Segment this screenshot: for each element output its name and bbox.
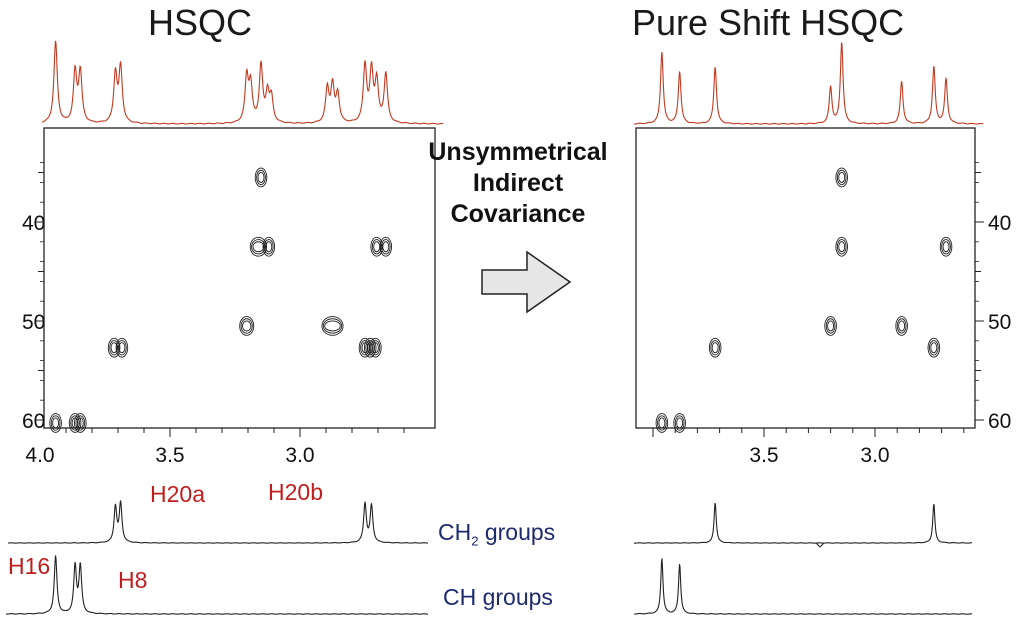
ch-trace-left (6, 555, 428, 615)
cross-peak (363, 337, 377, 358)
cross-peak (655, 413, 669, 433)
method-caption-line-3: Covariance (450, 200, 586, 228)
cross-peak (824, 316, 837, 336)
top-1d-spectrum-1 (633, 42, 984, 125)
y-tick-label: 50 (22, 311, 45, 334)
cross-peak (835, 236, 848, 257)
label-h20b: H20b (268, 479, 323, 505)
cross-peak (321, 316, 344, 336)
x-tick-label: 4.0 (25, 444, 54, 467)
y-tick-label: 40 (22, 212, 45, 235)
label-ch2-suffix: groups (478, 519, 556, 545)
two-d-plot-layer: 40 50 60 4.0 3.5 3.0 40 50 60 3.5 3.0 (22, 127, 1011, 467)
plot-frame-1 (635, 127, 976, 429)
plot-frame-0 (43, 127, 436, 429)
x-tick-label: 3.5 (155, 444, 184, 467)
right-title: Pure Shift HSQC (632, 2, 905, 43)
y-tick-label: 60 (22, 410, 45, 433)
one-d-spectra-layer (41, 40, 984, 125)
left-title: HSQC (148, 2, 253, 43)
y-tick-label: 40 (988, 212, 1011, 235)
method-caption: Unsymmetrical Indirect Covariance (400, 137, 636, 230)
cross-peak (49, 413, 62, 433)
label-ch2-groups: CH2 groups (438, 519, 555, 549)
label-ch2-prefix: CH (438, 519, 472, 545)
cross-peak (254, 167, 268, 188)
x-tick-label: 3.0 (285, 444, 314, 467)
cross-peak (369, 337, 382, 358)
ch2-trace-left (7, 500, 428, 544)
cross-peak (835, 167, 848, 188)
cross-peak (895, 316, 908, 336)
label-h8: H8 (118, 567, 148, 593)
ch-trace-right (634, 558, 972, 615)
x-tick-label: 3.5 (749, 444, 778, 467)
cross-peak (239, 316, 255, 336)
cross-peak (74, 413, 87, 433)
x-tick-label: 3.0 (860, 444, 889, 467)
cross-peak (249, 236, 268, 257)
method-caption-line-2: Indirect (472, 169, 564, 197)
cross-peak (262, 236, 276, 257)
cross-peak (379, 236, 393, 257)
cross-peak (115, 337, 129, 358)
ch2-trace-right (633, 502, 972, 544)
label-ch2-subscript: 2 (471, 533, 479, 549)
cross-peak (673, 413, 686, 433)
y-tick-label: 50 (988, 311, 1011, 334)
trace-layer (6, 500, 972, 615)
cross-peak (927, 337, 941, 358)
cross-peak (708, 337, 722, 358)
label-h16: H16 (8, 553, 51, 579)
label-h20a: H20a (150, 481, 205, 507)
cross-peak (370, 236, 383, 257)
right-arrow-icon (481, 250, 572, 314)
cross-peak (939, 236, 953, 257)
label-ch-groups: CH groups (443, 584, 553, 610)
y-tick-label: 60 (988, 410, 1011, 433)
method-caption-line-1: Unsymmetrical (428, 138, 608, 166)
arrow-layer (481, 250, 572, 314)
ch2-artifact-dip (815, 542, 825, 548)
top-1d-spectrum-0 (41, 40, 444, 125)
